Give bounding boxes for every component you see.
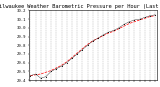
Point [102, 34, 104, 35]
Point [138, 18, 141, 20]
Point [65, 62, 68, 63]
Point [29, 75, 32, 76]
Point [154, 14, 156, 15]
Point [55, 68, 58, 69]
Point [92, 40, 94, 42]
Title: Milwaukee Weather Barometric Pressure per Hour (Last 24 Hours): Milwaukee Weather Barometric Pressure pe… [0, 4, 160, 9]
Point [107, 31, 110, 33]
Point [40, 78, 42, 79]
Point [34, 73, 37, 75]
Point [50, 71, 52, 72]
Point [81, 49, 84, 50]
Point [118, 27, 120, 29]
Point [45, 76, 47, 77]
Point [86, 45, 89, 46]
Point [144, 17, 146, 18]
Point [60, 65, 63, 67]
Point [128, 21, 131, 22]
Point [97, 38, 99, 39]
Point [123, 24, 125, 25]
Point [133, 19, 136, 21]
Point [112, 30, 115, 31]
Point [149, 15, 151, 16]
Point [71, 58, 73, 59]
Point [76, 53, 78, 55]
